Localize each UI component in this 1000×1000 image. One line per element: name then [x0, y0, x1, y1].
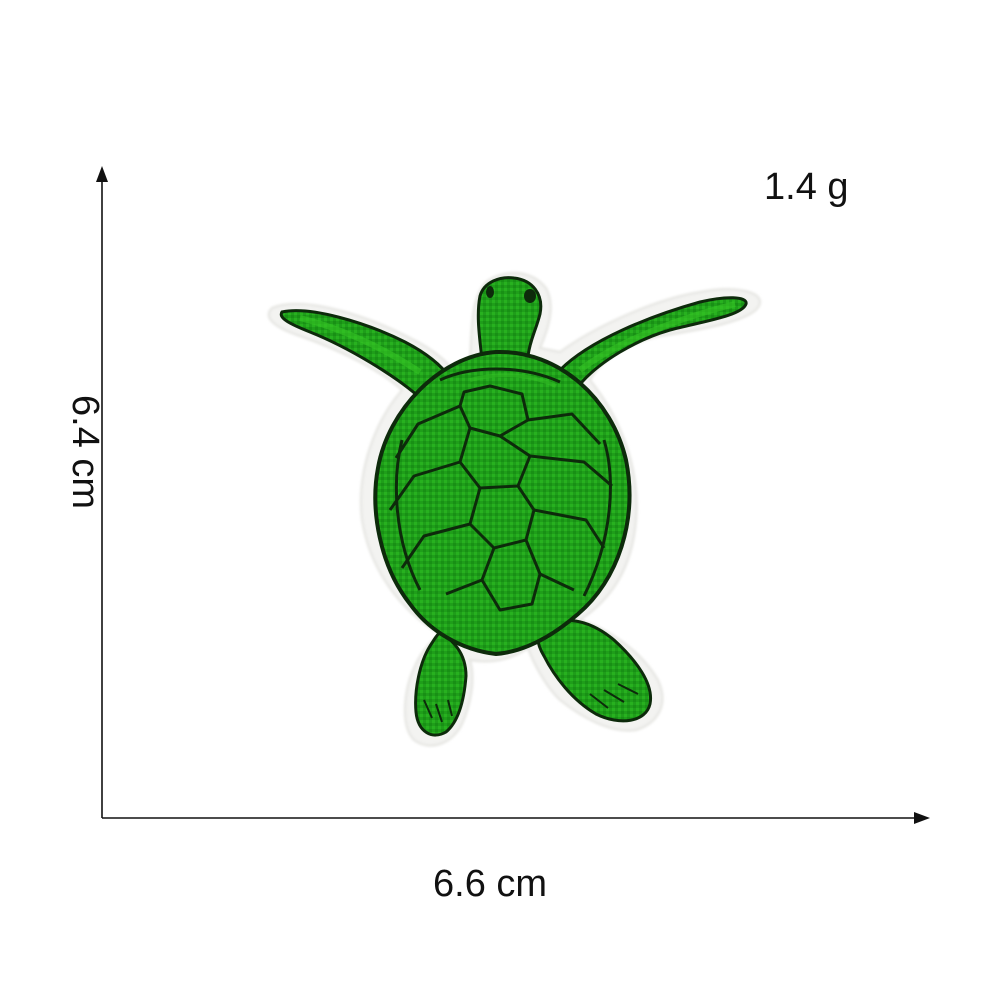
arrow-up-icon	[96, 166, 108, 182]
eye-icon	[486, 286, 494, 298]
height-label: 6.4 cm	[64, 395, 106, 510]
weight-label: 1.4 g	[764, 166, 849, 208]
arrow-right-icon	[914, 812, 930, 824]
height-label-wrapper: 6.4 cm	[64, 395, 106, 545]
sea-turtle-patch-icon	[267, 271, 762, 747]
width-axis	[102, 812, 930, 824]
height-axis	[96, 166, 108, 818]
width-label: 6.6 cm	[433, 863, 548, 905]
eye-icon	[524, 289, 536, 303]
